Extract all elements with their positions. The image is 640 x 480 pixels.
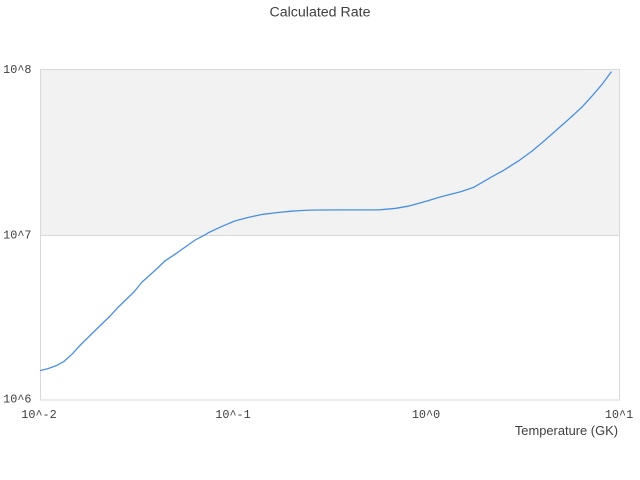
svg-text:10^0: 10^0 <box>412 408 440 422</box>
svg-text:Temperature (GK): Temperature (GK) <box>515 423 618 438</box>
svg-text:10^-1: 10^-1 <box>215 408 250 422</box>
svg-text:10^7: 10^7 <box>3 229 31 243</box>
svg-text:10^8: 10^8 <box>3 63 31 77</box>
svg-text:10^1: 10^1 <box>605 408 633 422</box>
svg-text:10^6: 10^6 <box>3 393 31 407</box>
svg-text:10^-2: 10^-2 <box>21 408 56 422</box>
svg-text:Calculated Rate: Calculated Rate <box>270 5 371 21</box>
